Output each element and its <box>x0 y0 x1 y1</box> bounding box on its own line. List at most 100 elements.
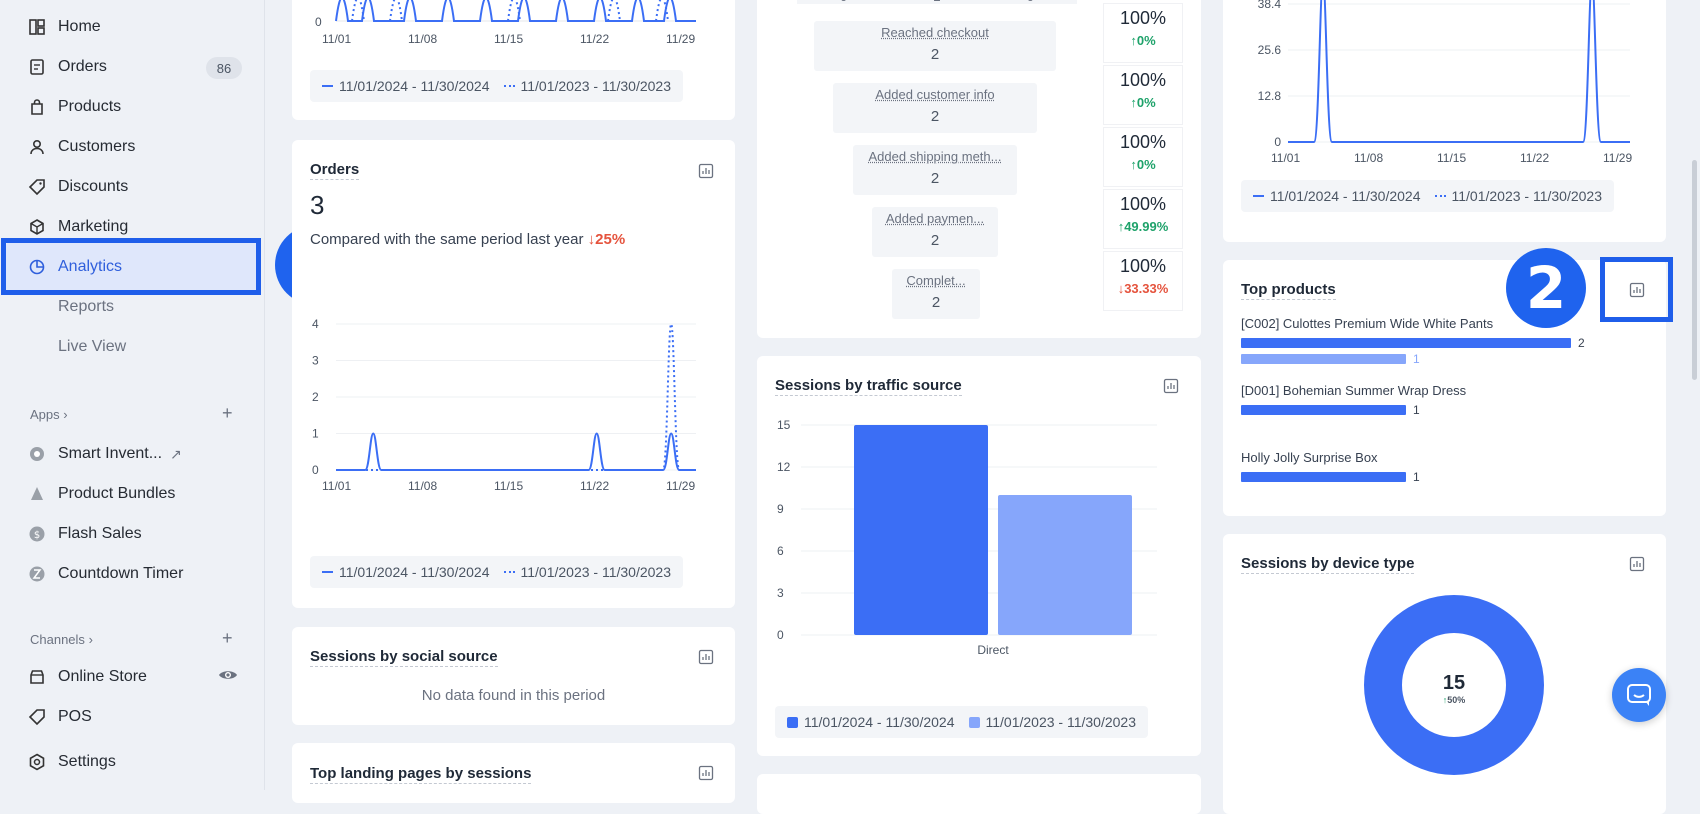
eye-icon[interactable] <box>218 668 238 687</box>
bundles-icon <box>28 485 46 503</box>
sidebar-item-discounts[interactable]: Discounts <box>28 172 128 202</box>
store-icon <box>28 668 46 686</box>
legend-current[interactable]: 11/01/2024 - 11/30/2024 <box>322 564 490 580</box>
channels-section-label[interactable]: Channels › <box>30 632 93 647</box>
add-channel-icon[interactable]: + <box>222 628 233 648</box>
y-tick: 6 <box>777 544 784 558</box>
current-bar[interactable] <box>1241 472 1406 482</box>
sidebar-channel-pos[interactable]: POS <box>28 702 92 732</box>
previous-value: 1 <box>1413 352 1420 366</box>
series-line <box>336 322 696 471</box>
apps-section-label[interactable]: Apps › <box>30 407 68 422</box>
legend-current[interactable]: 11/01/2024 - 11/30/2024 <box>322 78 490 94</box>
device-type-card: Sessions by device type 15 ↑50% <box>1223 534 1666 814</box>
card-title[interactable]: Sessions by device type <box>1241 555 1415 574</box>
sidebar-subitem-reports[interactable]: Reports <box>58 298 115 315</box>
funnel-step: Complet... 2 <box>892 269 980 319</box>
card-title[interactable]: Sessions by social source <box>310 648 498 667</box>
external-link-icon[interactable]: ↗ <box>170 445 182 462</box>
donut-slice[interactable] <box>1364 595 1544 775</box>
chart-report-icon[interactable] <box>698 765 714 781</box>
orders-icon <box>28 58 46 76</box>
chart-report-icon[interactable] <box>698 649 714 665</box>
funnel-step: Reached checkout 2 <box>814 21 1056 71</box>
smart-inventory-icon <box>28 445 46 463</box>
y-tick: 38.4 <box>1258 0 1282 11</box>
card-title[interactable]: Sessions by traffic source <box>775 377 962 396</box>
y-tick: 0 <box>777 628 784 642</box>
sidebar-subitem-live-view[interactable]: Live View <box>58 338 127 355</box>
social-source-card: Sessions by social source No data found … <box>292 627 735 725</box>
chat-icon <box>1627 684 1651 706</box>
landing-pages-card: Top landing pages by sessions <box>292 743 735 803</box>
orders-line-chart: 0 1 2 3 4 11/01 11/08 11/15 11/22 11/29 <box>312 317 696 493</box>
y-tick: 15 <box>777 418 791 432</box>
chart-report-icon[interactable] <box>1163 378 1179 394</box>
sidebar-channel-online-store[interactable]: Online Store <box>28 662 147 692</box>
y-tick: 0 <box>312 463 319 477</box>
sidebar-item-customers[interactable]: Customers <box>28 132 135 162</box>
y-tick: 12 <box>777 460 791 474</box>
legend-current[interactable]: 11/01/2024 - 11/30/2024 <box>1253 188 1421 204</box>
timer-icon <box>28 565 46 583</box>
legend-current[interactable]: 11/01/2024 - 11/30/2024 <box>787 714 955 730</box>
chart-report-icon[interactable] <box>698 163 714 179</box>
x-tick: 11/08 <box>408 479 437 493</box>
funnel-conversion: 100% ↑0% <box>1104 128 1182 186</box>
orders-card: Orders 3 Compared with the same period l… <box>292 140 735 608</box>
sidebar-item-marketing[interactable]: Marketing <box>28 212 128 242</box>
top-product-name[interactable]: [D001] Bohemian Summer Wrap Dress <box>1241 383 1467 398</box>
sidebar-item-orders[interactable]: Orders <box>28 52 107 82</box>
chart-legend: 11/01/2024 - 11/30/2024 11/01/2023 - 11/… <box>1241 180 1614 212</box>
current-bar[interactable] <box>1241 405 1406 415</box>
sidebar-app-countdown-timer[interactable]: Countdown Timer <box>28 559 183 589</box>
bar[interactable] <box>998 495 1132 635</box>
sidebar-app-smart-inventory[interactable]: Smart Invent... ↗ <box>28 439 182 469</box>
top-line-chart: 0 11/01 11/08 11/15 11/22 11/29 <box>315 0 696 46</box>
sidebar-app-flash-sales[interactable]: $ Flash Sales <box>28 519 142 549</box>
compare-text: Compared with the same period last year … <box>310 231 626 248</box>
current-value: 1 <box>1413 403 1420 417</box>
sidebar-item-products[interactable]: Products <box>28 92 121 122</box>
sidebar-item-label: Settings <box>58 753 116 770</box>
current-value: 1 <box>1413 470 1420 484</box>
chart-report-icon[interactable] <box>1629 556 1645 572</box>
sidebar-app-product-bundles[interactable]: Product Bundles <box>28 479 175 509</box>
legend-previous[interactable]: 11/01/2023 - 11/30/2023 <box>503 78 671 94</box>
current-value: 2 <box>1578 336 1585 350</box>
add-app-icon[interactable]: + <box>222 403 233 423</box>
legend-previous[interactable]: 11/01/2023 - 11/30/2023 <box>968 714 1136 730</box>
funnel-conversion: 100% ↑0% <box>1104 66 1182 124</box>
analytics-active-bg <box>6 242 257 292</box>
funnel-step: Added shipping meth... 2 <box>853 145 1017 195</box>
top-product-name[interactable]: [C002] Culottes Premium Wide White Pants <box>1241 316 1494 331</box>
next-card <box>757 774 1201 814</box>
x-tick: 11/15 <box>1437 151 1466 165</box>
chat-support-button[interactable] <box>1612 668 1666 722</box>
series-line <box>336 432 696 471</box>
card-title[interactable]: Top products <box>1241 281 1336 300</box>
sidebar-item-label: Customers <box>58 138 136 155</box>
sidebar: Home Orders 86 Products Customers Discou… <box>0 0 265 790</box>
sidebar-item-analytics[interactable]: Analytics <box>28 252 122 282</box>
sidebar-item-settings[interactable]: Settings <box>28 747 116 777</box>
previous-bar[interactable] <box>1241 354 1406 364</box>
funnel-step: Added paymen... 2 <box>872 207 998 257</box>
bar[interactable] <box>854 425 988 635</box>
sidebar-item-home[interactable]: Home <box>28 12 101 42</box>
current-bar[interactable] <box>1241 338 1571 348</box>
legend-previous[interactable]: 11/01/2023 - 11/30/2023 <box>503 564 671 580</box>
sidebar-item-label: Marketing <box>58 218 129 235</box>
x-tick: Direct <box>977 643 1009 657</box>
gear-icon <box>28 753 46 771</box>
x-tick: 11/01 <box>322 32 351 46</box>
sidebar-item-label: Online Store <box>58 668 147 685</box>
card-title[interactable]: Top landing pages by sessions <box>310 765 532 784</box>
funnel-conversion: 100% ↑0% <box>1104 4 1182 62</box>
card-title[interactable]: Orders <box>310 161 360 180</box>
donut-total: 15 <box>1443 672 1465 694</box>
scrollbar-thumb[interactable] <box>1692 160 1697 380</box>
legend-previous[interactable]: 11/01/2023 - 11/30/2023 <box>1434 188 1602 204</box>
top-product-name[interactable]: Holly Jolly Surprise Box <box>1241 450 1378 465</box>
chart-report-icon[interactable] <box>1629 282 1645 298</box>
